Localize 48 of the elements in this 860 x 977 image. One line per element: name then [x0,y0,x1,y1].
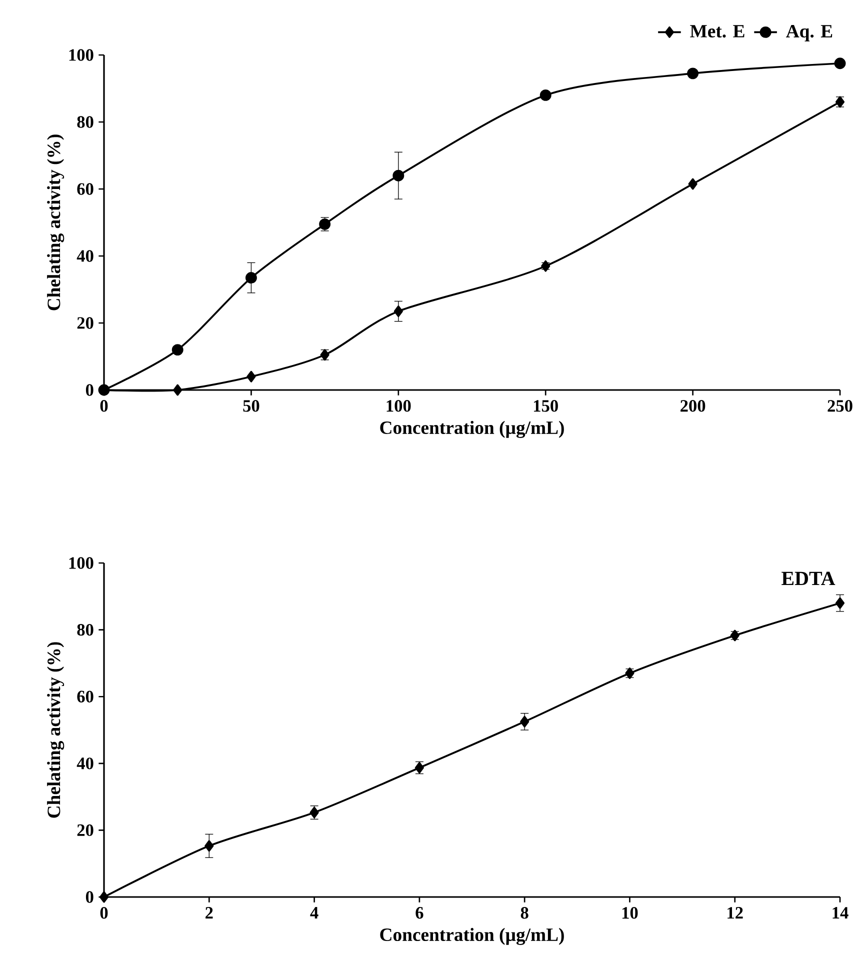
point [172,344,184,356]
point [245,272,257,284]
x-tick-label: 12 [728,907,743,919]
y-tick-label: 0 [86,891,94,903]
x-tick-label: 150 [534,400,558,412]
x-tick-label: 10 [622,907,638,919]
y-tick-label: 100 [69,557,94,569]
point [835,597,845,609]
x-tick-label: 6 [416,907,424,919]
y-tick-label: 60 [77,183,94,195]
series-label: EDTA [782,572,836,586]
x-tick-label: 100 [386,400,411,412]
x-tick-label: 4 [310,907,318,918]
point [540,89,552,101]
y-tick-label: 20 [77,824,94,836]
point [204,840,214,852]
x-tick-label: 50 [243,400,260,412]
x-tick-label: 2 [206,907,213,919]
point [394,306,403,318]
point [688,178,698,190]
legend-label: Met. E [690,25,744,38]
y-tick-label: 40 [76,758,94,770]
point [173,384,182,396]
y-tick-label: 80 [77,116,94,128]
point [99,891,109,903]
point [392,170,404,182]
y-tick-label: 60 [77,690,94,702]
point [834,58,846,70]
x-tick-label: 250 [828,400,852,412]
y-axis-title: Chelating activity (%) [47,134,64,310]
x-tick-label: 200 [680,400,706,412]
y-axis-title: Chelating activity (%) [47,642,64,818]
x-tick-label: 0 [100,907,108,919]
point [520,716,530,728]
point [687,68,699,80]
x-tick-label: 14 [832,907,848,918]
point [541,260,550,272]
legend-label: Aq. E [786,25,832,42]
y-tick-label: 0 [86,384,94,396]
x-axis-title: Concentration (µg/mL) [380,420,564,438]
x-tick-label: 0 [100,400,108,412]
point [246,370,256,382]
y-tick-label: 40 [76,250,94,262]
y-tick-label: 100 [69,49,94,61]
y-tick-label: 80 [77,624,94,636]
x-axis-title: Concentration (µg/mL) [380,928,564,945]
x-tick-label: 8 [520,907,528,919]
y-tick-label: 20 [77,317,94,329]
